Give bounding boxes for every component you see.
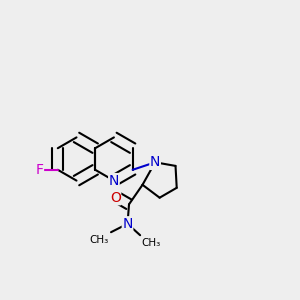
Text: F: F xyxy=(35,163,44,177)
Text: CH₃: CH₃ xyxy=(89,235,109,244)
Text: N: N xyxy=(122,217,133,231)
Text: N: N xyxy=(150,155,160,169)
Text: CH₃: CH₃ xyxy=(142,238,161,248)
Text: O: O xyxy=(110,191,121,205)
Text: N: N xyxy=(109,174,119,188)
